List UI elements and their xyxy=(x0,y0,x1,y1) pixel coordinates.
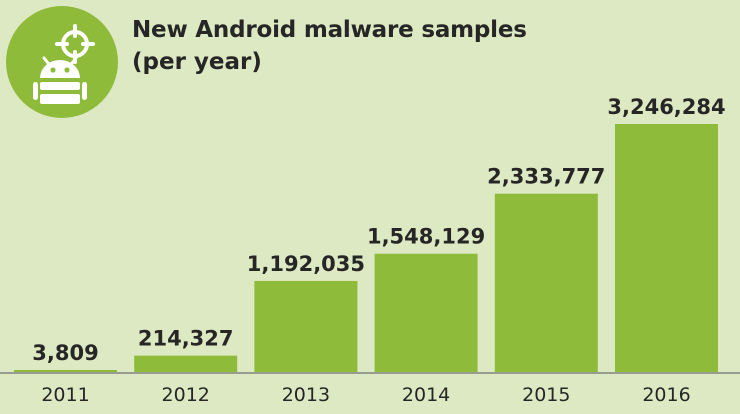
value-label-2014: 1,548,129 xyxy=(367,225,485,249)
badge xyxy=(6,6,118,118)
value-label-2015: 2,333,777 xyxy=(487,165,605,189)
bar-2015 xyxy=(494,193,598,372)
android-robot-crosshair-icon xyxy=(33,24,95,104)
category-label-2011: 2011 xyxy=(41,384,89,406)
bar-2013 xyxy=(254,280,358,372)
bar-2011 xyxy=(14,370,117,372)
value-label-2011: 3,809 xyxy=(32,341,98,365)
value-label-2012: 214,327 xyxy=(138,327,234,351)
chart-title: New Android malware samples xyxy=(132,17,527,43)
bar-2016 xyxy=(615,124,718,372)
category-label-2016: 2016 xyxy=(642,384,690,406)
bar-2012 xyxy=(134,355,238,372)
category-label-2014: 2014 xyxy=(402,384,450,406)
category-label-2015: 2015 xyxy=(522,384,570,406)
category-label-2012: 2012 xyxy=(162,384,210,406)
value-label-2016: 3,246,284 xyxy=(607,95,725,119)
value-label-2013: 1,192,035 xyxy=(247,252,365,276)
category-label-2013: 2013 xyxy=(282,384,330,406)
bar-2014 xyxy=(374,253,478,372)
chart-subtitle: (per year) xyxy=(132,49,262,75)
